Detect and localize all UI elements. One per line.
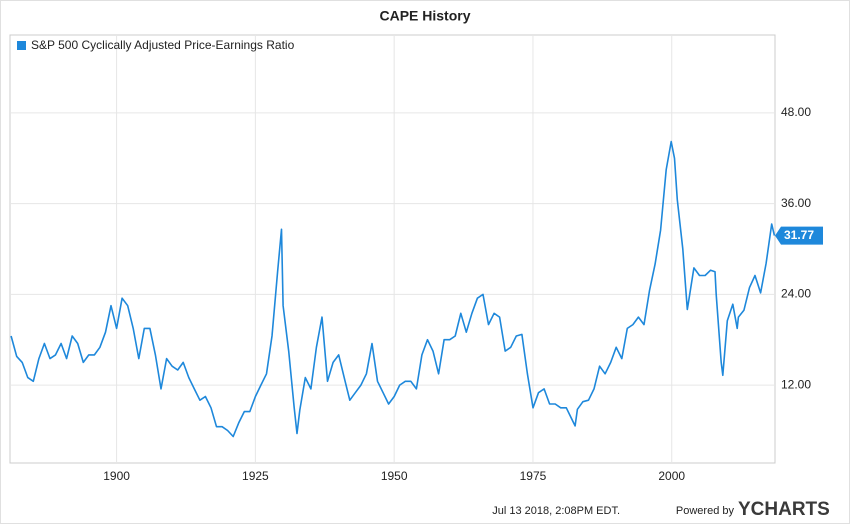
y-tick-label: 24.00 xyxy=(781,287,811,301)
x-tick-label: 1950 xyxy=(381,469,408,483)
last-value-label: 31.77 xyxy=(784,228,814,242)
y-tick-label: 48.00 xyxy=(781,105,811,119)
y-tick-label: 12.00 xyxy=(781,377,811,391)
legend-swatch xyxy=(17,41,26,50)
chart-title: CAPE History xyxy=(379,8,470,24)
x-tick-label: 1925 xyxy=(242,469,269,483)
x-tick-label: 2000 xyxy=(658,469,685,483)
plot-border xyxy=(9,34,776,464)
x-tick-label: 1975 xyxy=(520,469,547,483)
timestamp: Jul 13 2018, 2:08PM EDT. xyxy=(492,505,620,517)
data-line xyxy=(10,140,776,438)
powered-by: Powered by xyxy=(676,505,735,517)
brand: YCHARTS xyxy=(738,499,830,520)
legend-label: S&P 500 Cyclically Adjusted Price-Earnin… xyxy=(31,38,295,52)
last-value-flag xyxy=(775,226,823,245)
y-tick-label: 36.00 xyxy=(781,196,811,210)
x-tick-label: 1900 xyxy=(103,469,130,483)
